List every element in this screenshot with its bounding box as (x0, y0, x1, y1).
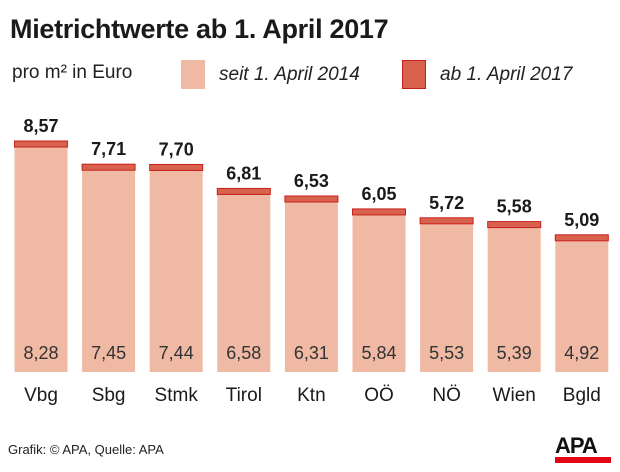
bar-2014 (14, 147, 68, 372)
bar-2014 (555, 240, 609, 372)
legend-item-2014: seit 1. April 2014 (181, 60, 360, 89)
legend-label-2014: seit 1. April 2014 (219, 63, 360, 85)
category-label: Stmk (155, 385, 199, 406)
legend-swatch-2017 (402, 60, 426, 89)
bar-2014 (217, 194, 271, 372)
value-label-2014: 4,92 (564, 343, 599, 363)
value-label-2014: 5,39 (497, 343, 532, 363)
value-label-2017: 6,05 (361, 184, 396, 204)
bar-2014 (82, 170, 136, 372)
bar-2014 (284, 201, 338, 372)
bar-2017-increase (554, 234, 609, 242)
category-label: OÖ (364, 385, 394, 406)
value-label-2014: 7,45 (91, 343, 126, 363)
category-label: Ktn (297, 385, 326, 406)
bar-2017-increase (14, 140, 68, 148)
value-label-2017: 7,70 (159, 139, 194, 159)
legend-item-2017: ab 1. April 2017 (402, 60, 572, 89)
value-label-2017: 6,53 (294, 171, 329, 191)
bar-2017-increase (487, 221, 542, 229)
value-label-2014: 8,28 (23, 343, 58, 363)
bar-2014 (352, 214, 406, 372)
value-label-2014: 6,58 (226, 343, 261, 363)
bar-2017-increase (81, 163, 136, 171)
value-label-2017: 6,81 (226, 163, 261, 183)
value-label-2017: 8,57 (23, 116, 58, 136)
logo-text: APA (555, 433, 598, 458)
value-label-2014: 7,44 (159, 343, 194, 363)
legend-swatch-2014 (181, 60, 205, 89)
bar-2017-increase (352, 208, 406, 216)
bar-2017-increase (149, 163, 204, 171)
category-label: Vbg (24, 385, 58, 406)
bar-2014 (487, 227, 541, 372)
category-label: Bgld (563, 385, 601, 406)
category-label: Tirol (226, 385, 262, 406)
category-label: Wien (493, 385, 536, 406)
unit-label: pro m² in Euro (12, 62, 133, 83)
value-label-2014: 6,31 (294, 343, 329, 363)
value-label-2017: 5,58 (497, 197, 532, 217)
bar-2017-increase (284, 195, 339, 203)
bar-2017-increase (216, 187, 271, 195)
chart-title: Mietrichtwerte ab 1. April 2017 (10, 14, 389, 44)
value-label-2017: 5,09 (564, 210, 599, 230)
value-label-2017: 7,71 (91, 139, 126, 159)
bar-2014 (420, 223, 474, 372)
category-label: Sbg (92, 385, 126, 406)
legend-label-2017: ab 1. April 2017 (440, 63, 573, 85)
value-label-2014: 5,53 (429, 343, 464, 363)
source-note: Grafik: © APA, Quelle: APA (8, 442, 164, 457)
apa-logo: APA (555, 433, 611, 464)
value-label-2017: 5,72 (429, 193, 464, 213)
bar-2014 (149, 170, 203, 372)
category-label: NÖ (432, 385, 461, 406)
bar-2017-increase (419, 217, 474, 225)
value-label-2014: 5,84 (361, 343, 396, 363)
